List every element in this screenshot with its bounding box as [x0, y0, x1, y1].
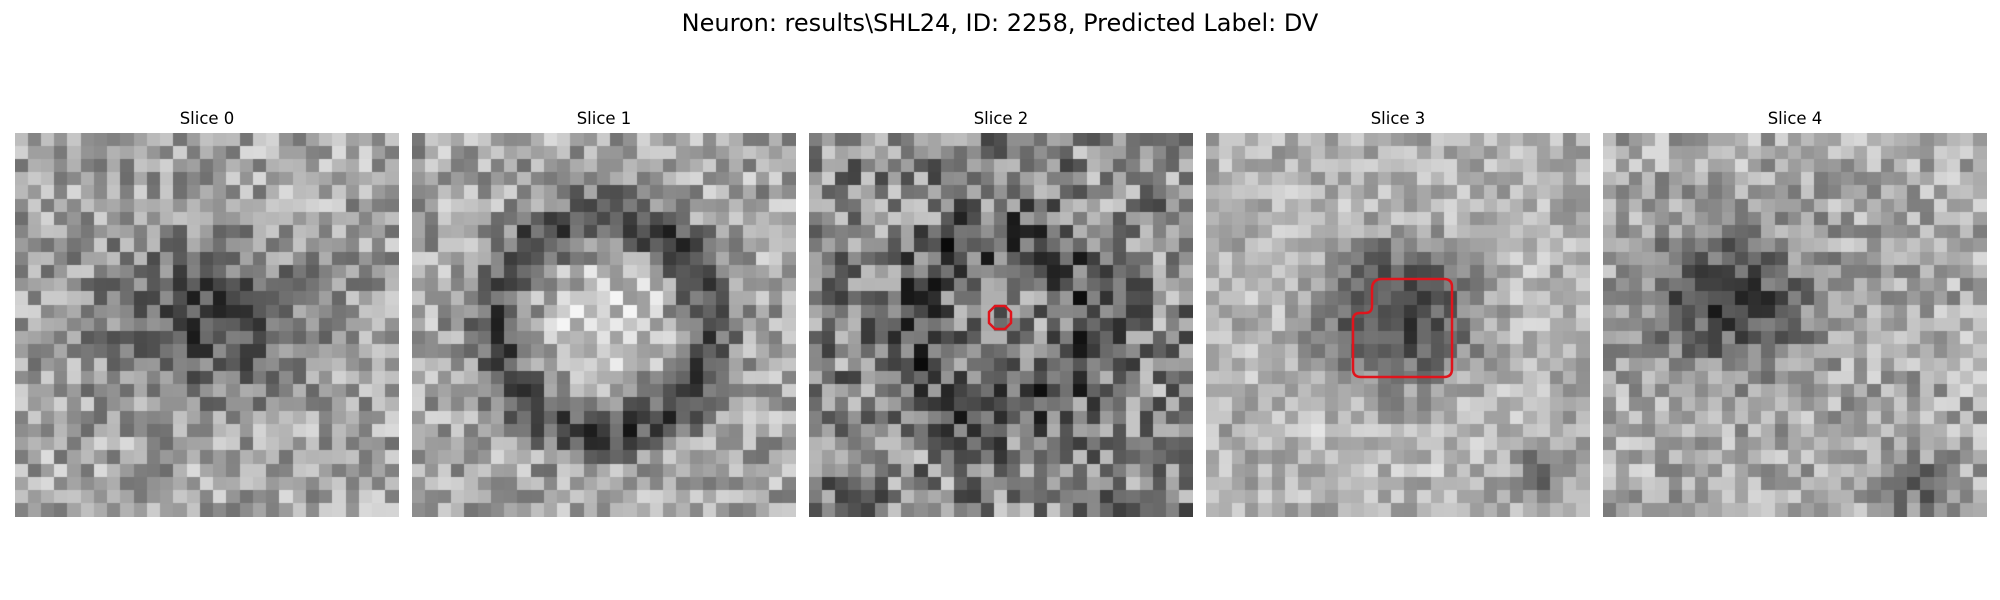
slice-panel-0: Slice 0: [15, 108, 399, 517]
figure-title: Neuron: results\SHL24, ID: 2258, Predict…: [681, 9, 1319, 37]
slice-title: Slice 2: [973, 109, 1029, 128]
roi-contour-large: [1351, 277, 1454, 379]
slice-title: Slice 1: [576, 109, 632, 128]
slice-panel-4: Slice 4: [1603, 108, 1987, 517]
slice-image: [15, 133, 399, 517]
slice-image: [809, 133, 1193, 517]
slice-title: Slice 4: [1767, 109, 1823, 128]
slice-image: [1206, 133, 1590, 517]
slice-panel-1: Slice 1: [412, 108, 796, 517]
slice-image: [412, 133, 796, 517]
slice-image: [1603, 133, 1987, 517]
slice-panel-2: Slice 2: [809, 108, 1193, 517]
roi-contour-small: [987, 304, 1013, 331]
slice-panel-3: Slice 3: [1206, 108, 1590, 517]
slice-title: Slice 0: [179, 109, 235, 128]
slice-title: Slice 3: [1370, 109, 1426, 128]
